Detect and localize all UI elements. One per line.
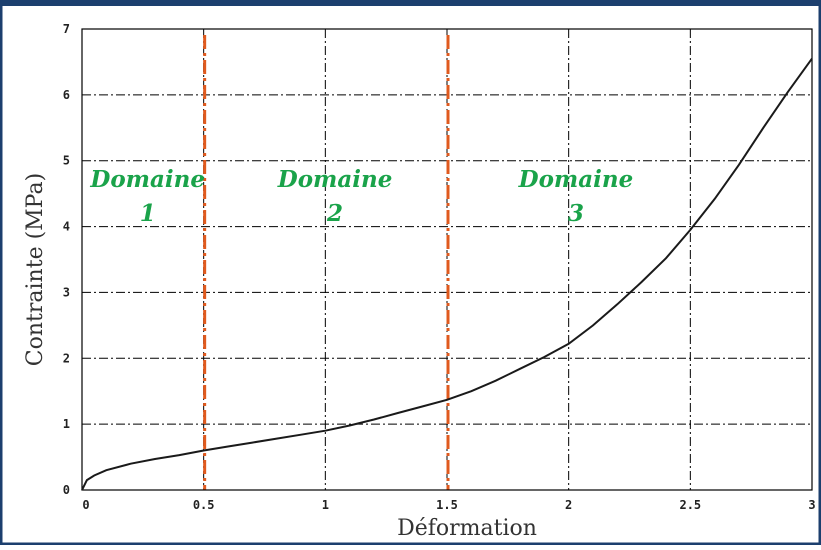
y-tick-label: 2: [63, 351, 70, 365]
x-axis-title: Déformation: [397, 516, 537, 541]
y-tick-labels: 0 1 2 3 4 5 6 7: [63, 22, 70, 497]
x-tick-label: 2.5: [679, 498, 701, 512]
x-tick-label: 1: [322, 498, 329, 512]
domain-label-title: Domaine: [277, 166, 393, 193]
plot-border: [81, 28, 813, 491]
stress-strain-curve: [81, 58, 813, 491]
x-tick-label: 2: [565, 498, 572, 512]
y-axis-title: Contrainte (MPa): [23, 173, 48, 366]
y-tick-label: 4: [63, 220, 70, 234]
y-tick-label: 5: [63, 154, 70, 168]
domain-label-title: Domaine: [89, 166, 205, 193]
y-tick-label: 0: [63, 483, 70, 497]
x-tick-label: 3: [808, 498, 815, 512]
domain-labels: Domaine 1 Domaine 2 Domaine 3: [89, 166, 633, 227]
y-tick-label: 1: [63, 417, 70, 431]
y-tick-label: 6: [63, 88, 70, 102]
domain-label-number: 2: [326, 200, 343, 227]
x-tick-label: 1.5: [436, 498, 458, 512]
frame-top-bar: [0, 0, 821, 6]
y-tick-label: 3: [63, 285, 70, 299]
y-tick-label: 7: [63, 22, 70, 36]
x-tick-labels: 0 0.5 1 1.5 2 2.5 3: [82, 498, 815, 512]
domain-label-number: 3: [568, 200, 584, 227]
x-tick-label: 0.5: [193, 498, 215, 512]
x-tick-label: 0: [82, 498, 89, 512]
domain-dividers: [203, 35, 450, 490]
domain-label-title: Domaine: [518, 166, 634, 193]
domain-label-number: 1: [140, 200, 156, 227]
